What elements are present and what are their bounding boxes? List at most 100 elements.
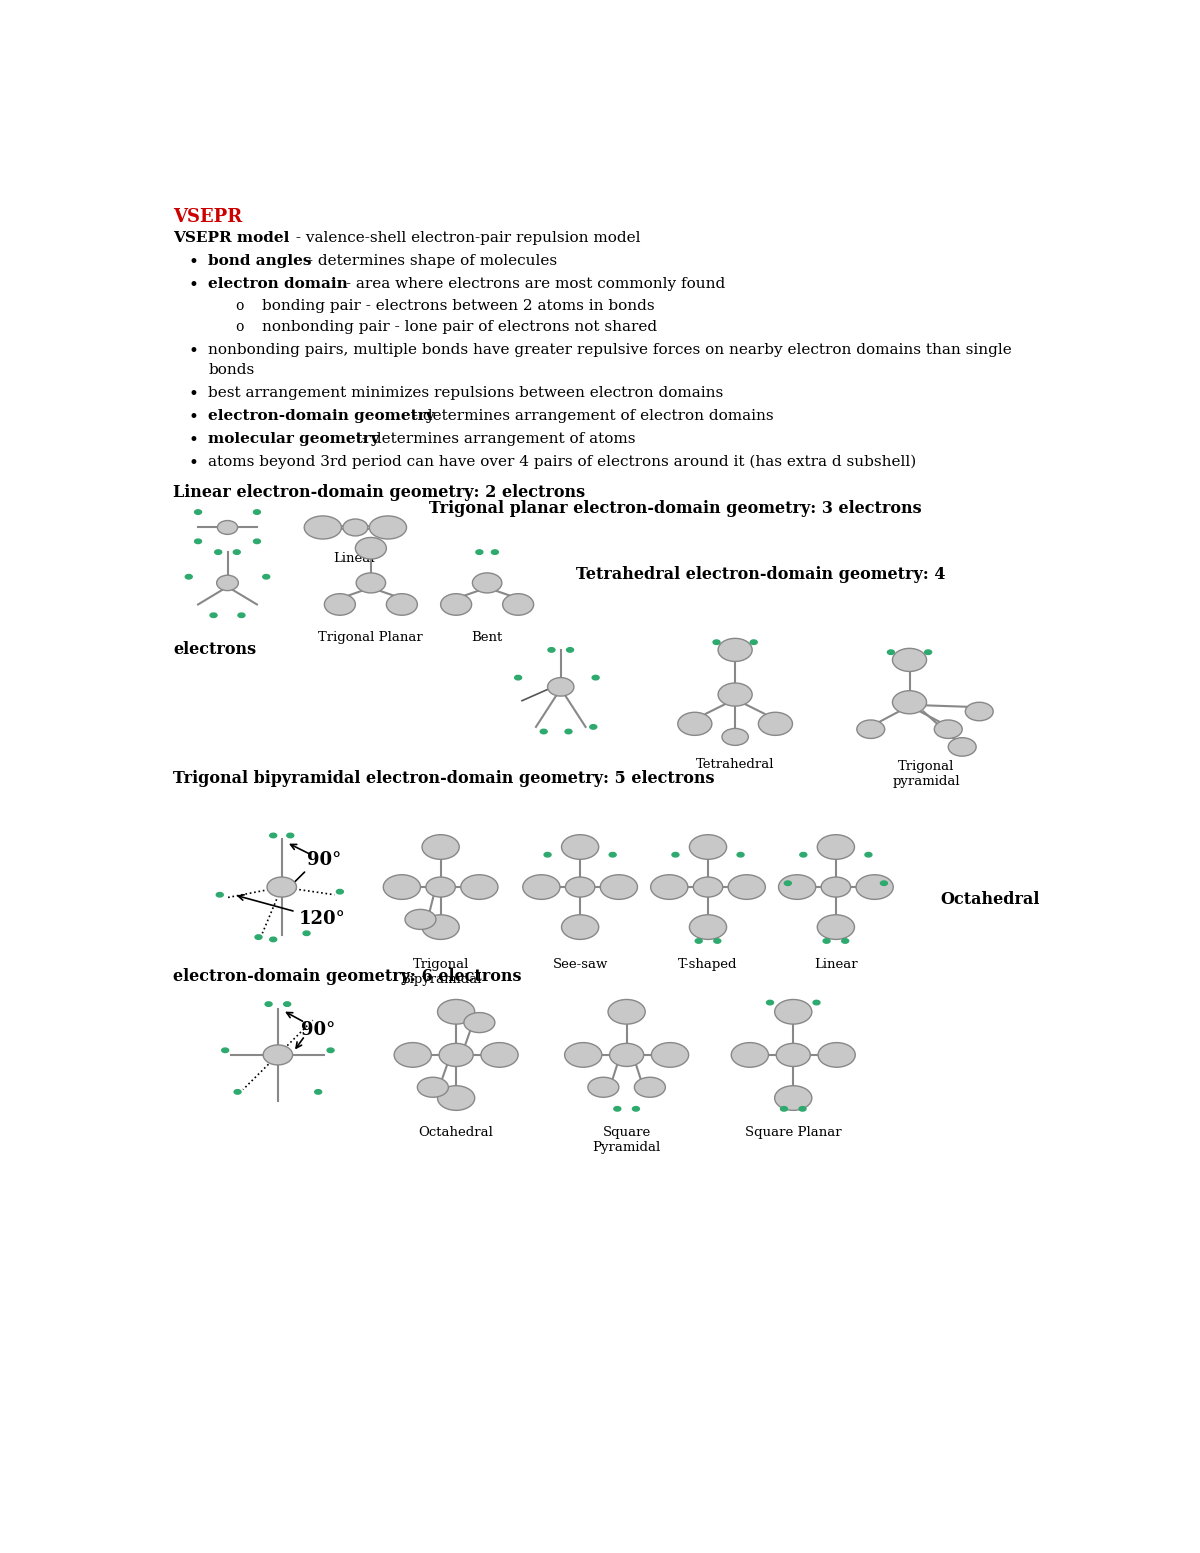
Ellipse shape	[818, 1042, 856, 1067]
Ellipse shape	[233, 550, 240, 554]
Ellipse shape	[540, 730, 547, 733]
Text: Linear electron-domain geometry: 2 electrons: Linear electron-domain geometry: 2 elect…	[173, 485, 586, 502]
Ellipse shape	[722, 728, 749, 745]
Ellipse shape	[210, 613, 217, 618]
Ellipse shape	[718, 638, 752, 662]
Ellipse shape	[305, 516, 342, 539]
Text: nonbonding pair - lone pair of electrons not shared: nonbonding pair - lone pair of electrons…	[263, 320, 658, 334]
Ellipse shape	[194, 509, 202, 514]
Text: bonding pair - electrons between 2 atoms in bonds: bonding pair - electrons between 2 atoms…	[263, 298, 655, 312]
Ellipse shape	[614, 1107, 620, 1110]
Text: Tetrahedral electron-domain geometry: 4: Tetrahedral electron-domain geometry: 4	[576, 565, 946, 582]
Text: Octahedral: Octahedral	[419, 1126, 493, 1138]
Text: Trigonal bipyramidal electron-domain geometry: 5 electrons: Trigonal bipyramidal electron-domain geo…	[173, 770, 715, 787]
Ellipse shape	[608, 1000, 646, 1023]
Ellipse shape	[481, 1042, 518, 1067]
Text: T-shaped: T-shaped	[678, 958, 738, 971]
Ellipse shape	[287, 834, 294, 837]
Text: - valence-shell electron-pair repulsion model: - valence-shell electron-pair repulsion …	[292, 231, 641, 245]
Ellipse shape	[394, 1042, 431, 1067]
Ellipse shape	[523, 874, 560, 899]
Ellipse shape	[222, 1048, 229, 1053]
Ellipse shape	[592, 676, 599, 680]
Ellipse shape	[881, 881, 888, 885]
Ellipse shape	[935, 721, 962, 738]
Ellipse shape	[383, 874, 420, 899]
Ellipse shape	[185, 575, 192, 579]
Ellipse shape	[217, 520, 238, 534]
Ellipse shape	[590, 725, 596, 730]
Ellipse shape	[775, 1000, 812, 1023]
Ellipse shape	[610, 853, 616, 857]
Ellipse shape	[714, 938, 721, 943]
Ellipse shape	[265, 1002, 272, 1006]
Ellipse shape	[600, 874, 637, 899]
Text: 90°: 90°	[306, 851, 341, 870]
Text: VSEPR model: VSEPR model	[173, 231, 289, 245]
Text: Linear: Linear	[814, 958, 858, 971]
Ellipse shape	[217, 575, 239, 590]
Text: o: o	[235, 298, 244, 312]
Ellipse shape	[464, 1013, 494, 1033]
Ellipse shape	[857, 721, 884, 738]
Text: 90°: 90°	[301, 1022, 335, 1039]
Ellipse shape	[194, 539, 202, 544]
Ellipse shape	[283, 1002, 290, 1006]
Ellipse shape	[799, 1107, 806, 1110]
Ellipse shape	[694, 877, 722, 898]
Text: electrons: electrons	[173, 641, 257, 657]
Ellipse shape	[503, 593, 534, 615]
Ellipse shape	[215, 550, 222, 554]
Ellipse shape	[270, 834, 277, 837]
Text: bonds: bonds	[208, 363, 254, 377]
Ellipse shape	[426, 877, 455, 898]
Text: •: •	[188, 455, 199, 472]
Ellipse shape	[780, 1107, 787, 1110]
Text: electron-domain geometry: 6 electrons: electron-domain geometry: 6 electrons	[173, 968, 522, 985]
Text: Square Planar: Square Planar	[745, 1126, 841, 1138]
Ellipse shape	[888, 651, 894, 654]
Ellipse shape	[515, 676, 522, 680]
Ellipse shape	[562, 834, 599, 859]
Ellipse shape	[737, 853, 744, 857]
Ellipse shape	[841, 938, 848, 943]
Text: electron domain: electron domain	[208, 278, 348, 292]
Ellipse shape	[893, 691, 926, 714]
Ellipse shape	[718, 683, 752, 707]
Ellipse shape	[750, 640, 757, 644]
Ellipse shape	[343, 519, 367, 536]
Ellipse shape	[256, 935, 262, 940]
Ellipse shape	[817, 915, 854, 940]
Ellipse shape	[253, 509, 260, 514]
Ellipse shape	[948, 738, 976, 756]
Ellipse shape	[491, 550, 498, 554]
Ellipse shape	[356, 573, 385, 593]
Ellipse shape	[238, 613, 245, 618]
Ellipse shape	[652, 1042, 689, 1067]
Ellipse shape	[713, 640, 720, 644]
Ellipse shape	[731, 1042, 768, 1067]
Ellipse shape	[776, 1044, 810, 1067]
Text: nonbonding pairs, multiple bonds have greater repulsive forces on nearby electro: nonbonding pairs, multiple bonds have gr…	[208, 343, 1012, 357]
Ellipse shape	[678, 713, 712, 736]
Text: 120°: 120°	[299, 910, 346, 929]
Ellipse shape	[386, 593, 418, 615]
Ellipse shape	[689, 834, 727, 859]
Ellipse shape	[422, 834, 460, 859]
Ellipse shape	[785, 881, 791, 885]
Ellipse shape	[565, 730, 572, 733]
Ellipse shape	[370, 516, 407, 539]
Ellipse shape	[965, 702, 994, 721]
Ellipse shape	[689, 915, 727, 940]
Ellipse shape	[865, 853, 872, 857]
Ellipse shape	[728, 874, 766, 899]
Text: See-saw: See-saw	[552, 958, 608, 971]
Ellipse shape	[473, 573, 502, 593]
Ellipse shape	[893, 648, 926, 671]
Ellipse shape	[263, 575, 270, 579]
Ellipse shape	[856, 874, 893, 899]
Text: •: •	[188, 255, 199, 272]
Ellipse shape	[270, 936, 277, 941]
Ellipse shape	[355, 537, 386, 559]
Text: - determines arrangement of atoms: - determines arrangement of atoms	[356, 432, 636, 446]
